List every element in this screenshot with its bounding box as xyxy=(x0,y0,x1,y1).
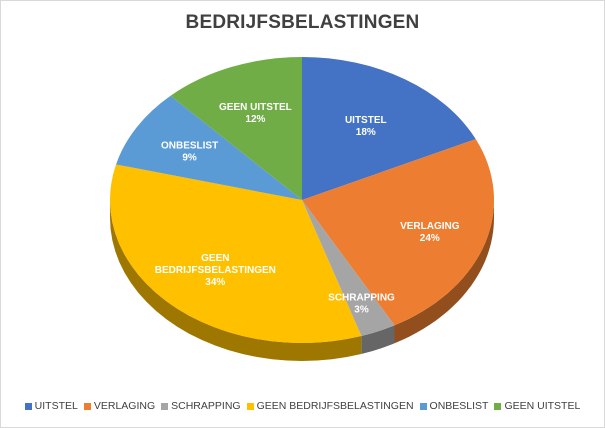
data-label-category: GEEN UITSTEL xyxy=(219,102,292,113)
pie-slice-geen-uitstel xyxy=(170,57,302,200)
pie-slice-geen-bedrijfsbelastingen xyxy=(109,164,362,343)
legend-swatch xyxy=(83,402,91,410)
pie-slice-verlaging xyxy=(302,139,495,326)
legend-swatch xyxy=(419,402,427,410)
pie-side-schrapping xyxy=(361,325,395,354)
legend-item-schrapping: SCHRAPPING xyxy=(161,400,241,412)
legend-swatch xyxy=(494,402,502,410)
pie-side-verlaging xyxy=(394,200,494,344)
data-label-category: SCHRAPPING xyxy=(328,292,395,303)
data-label-value: 18% xyxy=(356,127,376,138)
legend-item-onbeslist: ONBESLIST xyxy=(419,400,489,412)
pie-side-geen-bedrijfsbelastingen xyxy=(110,200,362,361)
pie-slice-schrapping xyxy=(302,200,395,336)
chart-title: BEDRIJFSBELASTINGEN xyxy=(185,12,420,33)
data-label-category: BEDRIJFSBELASTINGEN xyxy=(155,265,276,276)
legend-label: GEEN UITSTEL xyxy=(504,400,581,412)
chart-legend: UITSTEL VERLAGING SCHRAPPING GEEN BEDRIJFSB… xyxy=(0,400,605,412)
legend-label: GEEN BEDRIJFSBELASTINGEN xyxy=(256,400,414,412)
legend-label: SCHRAPPING xyxy=(171,400,241,412)
legend-item-verlaging: VERLAGING xyxy=(83,400,156,412)
legend-item-uitstel: UITSTEL xyxy=(24,400,78,412)
legend-swatch xyxy=(246,402,254,410)
legend-item-geen-bedrijfsbelastingen: GEEN BEDRIJFSBELASTINGEN xyxy=(246,400,414,412)
data-label-value: 12% xyxy=(245,114,265,125)
legend-swatch xyxy=(161,402,169,410)
legend-label: VERLAGING xyxy=(93,400,156,412)
legend-label: ONBESLIST xyxy=(429,400,489,412)
pie-slice-uitstel xyxy=(302,57,476,200)
legend-label: UITSTEL xyxy=(34,400,78,412)
data-label-value: 34% xyxy=(205,277,225,288)
data-label-value: 3% xyxy=(354,304,369,315)
pie-slice-onbeslist xyxy=(116,95,302,200)
data-label-category: VERLAGING xyxy=(400,221,460,232)
legend-swatch xyxy=(24,402,32,410)
data-label-category: ONBESLIST xyxy=(161,141,218,152)
pie-depth xyxy=(110,200,494,361)
data-label-category: GEEN xyxy=(201,253,229,264)
pie-top xyxy=(109,57,495,343)
legend-item-geen-uitstel: GEEN UITSTEL xyxy=(494,400,580,412)
data-label-value: 9% xyxy=(182,153,197,164)
data-label-value: 24% xyxy=(420,233,440,244)
data-label-category: UITSTEL xyxy=(345,115,387,126)
